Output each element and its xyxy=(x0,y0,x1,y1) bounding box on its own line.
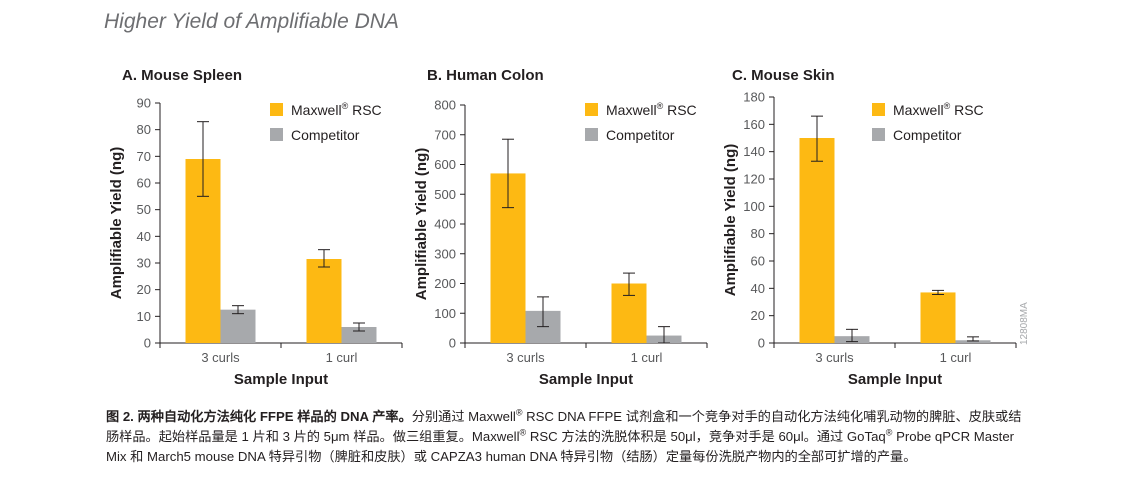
chart-2-legend-label: Competitor xyxy=(606,127,675,143)
figure-caption: 图 2. 两种自动化方法纯化 FFPE 样品的 DNA 产率。分别通过 Maxw… xyxy=(106,407,1026,467)
chart-1-y-tick-label: 50 xyxy=(137,202,151,217)
chart-1-y-tick-label: 90 xyxy=(137,96,151,111)
chart-1-legend-label: Maxwell® RSC xyxy=(291,101,382,118)
chart-2-legend-swatch xyxy=(585,128,598,141)
chart-3-y-tick-label: 180 xyxy=(743,90,765,105)
chart-3-y-tick-label: 140 xyxy=(743,144,765,159)
chart-2-y-tick-label: 200 xyxy=(434,276,456,291)
chart-1-bar xyxy=(220,309,256,343)
chart-2-y-tick-label: 700 xyxy=(434,127,456,142)
caption-text-2: RSC DNA FFPE 试剂盒和一个竞争对手的自动化方法纯化哺乳动物的脾脏、皮… xyxy=(106,409,1022,444)
caption-sup-3: ® xyxy=(885,427,893,438)
chart-2-y-tick-label: 300 xyxy=(434,246,456,261)
chart-1-y-tick-label: 70 xyxy=(137,149,151,164)
chart-3-y-tick-label: 20 xyxy=(751,308,765,323)
chart-3-x-label: Sample Input xyxy=(848,371,942,388)
caption-text-1: 分别通过 Maxwell xyxy=(411,409,516,424)
chart-1-category-label: 1 curl xyxy=(326,350,358,365)
chart-3-y-tick-label: 120 xyxy=(743,172,765,187)
chart-1-legend-swatch xyxy=(270,103,283,116)
chart-3-bar xyxy=(799,138,835,343)
chart-3-legend-swatch xyxy=(872,128,885,141)
chart-3-legend-swatch xyxy=(872,103,885,116)
chart-1-y-tick-label: 40 xyxy=(137,229,151,244)
chart-2-y-tick-label: 500 xyxy=(434,187,456,202)
charts-canvas: A. Mouse Spleen 0 10 20 30 40 50 60 70 80 90 3 curl… xyxy=(108,67,1030,388)
chart-2-category-label: 3 curls xyxy=(506,350,545,365)
chart-3-category-label: 1 curl xyxy=(940,350,972,365)
chart-3-bar xyxy=(955,340,991,343)
chart-3-y-label: Amplifiable Yield (ng) xyxy=(722,144,739,297)
chart-1-x-label: Sample Input xyxy=(234,371,328,388)
caption-label: 图 2. 两种自动化方法纯化 FFPE 样品的 DNA 产率。 xyxy=(106,409,412,424)
chart-1-title: A. Mouse Spleen xyxy=(122,67,242,84)
figure-code: 12808MA xyxy=(1019,302,1030,345)
caption-text-4: Probe qPCR Master Mix 和 March5 mouse DNA… xyxy=(106,429,1015,464)
caption-sup-1: ® xyxy=(515,407,523,418)
chart-3-y-tick-label: 100 xyxy=(743,199,765,214)
chart-1-bar xyxy=(306,259,342,343)
chart-1-legend-swatch xyxy=(270,128,283,141)
chart-2-category-label: 1 curl xyxy=(631,350,663,365)
chart-1-y-label: Amplifiable Yield (ng) xyxy=(108,147,125,300)
chart-3-title: C. Mouse Skin xyxy=(732,67,835,84)
chart-2-legend-label: Maxwell® RSC xyxy=(606,101,697,118)
chart-3-y-tick-label: 60 xyxy=(751,254,765,269)
caption-text-3: RSC 方法的洗脱体积是 50μl，竞争对手是 60μl。通过 GoTaq xyxy=(526,429,886,444)
chart-1-category-label: 3 curls xyxy=(201,350,240,365)
chart-3-legend-label: Maxwell® RSC xyxy=(893,101,984,118)
chart-2-y-tick-label: 400 xyxy=(434,217,456,232)
chart-1-legend-label: Competitor xyxy=(291,127,360,143)
chart-2-y-tick-label: 600 xyxy=(434,157,456,172)
chart-1-y-tick-label: 10 xyxy=(137,309,151,324)
chart-2-y-tick-label: 0 xyxy=(449,336,456,351)
chart-3-legend-label: Competitor xyxy=(893,127,962,143)
chart-3-bar xyxy=(920,292,956,343)
caption-sup-2: ® xyxy=(519,427,527,438)
chart-3-y-tick-label: 0 xyxy=(758,336,765,351)
chart-2-title: B. Human Colon xyxy=(427,67,544,84)
chart-3-category-label: 3 curls xyxy=(815,350,854,365)
chart-1-bar xyxy=(341,327,377,343)
chart-2-y-tick-label: 100 xyxy=(434,306,456,321)
chart-1-y-tick-label: 0 xyxy=(144,336,151,351)
chart-1-y-tick-label: 20 xyxy=(137,282,151,297)
chart-2-legend-swatch xyxy=(585,103,598,116)
page-title: Higher Yield of Amplifiable DNA xyxy=(104,10,399,33)
chart-3-y-tick-label: 40 xyxy=(751,281,765,296)
chart-1-y-tick-label: 30 xyxy=(137,256,151,271)
chart-1-y-tick-label: 60 xyxy=(137,176,151,191)
chart-2-y-tick-label: 800 xyxy=(434,98,456,113)
chart-2-y-label: Amplifiable Yield (ng) xyxy=(413,148,430,301)
chart-3-y-tick-label: 160 xyxy=(743,117,765,132)
chart-1-y-tick-label: 80 xyxy=(137,122,151,137)
chart-2-x-label: Sample Input xyxy=(539,371,633,388)
chart-3-y-tick-label: 80 xyxy=(751,226,765,241)
